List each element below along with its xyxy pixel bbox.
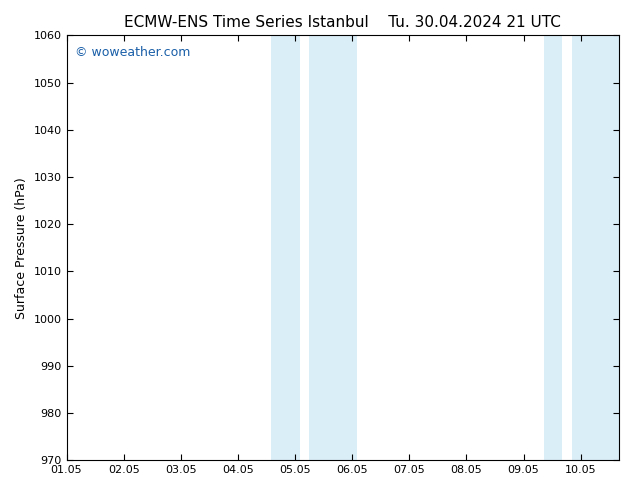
Title: ECMW-ENS Time Series Istanbul    Tu. 30.04.2024 21 UTC: ECMW-ENS Time Series Istanbul Tu. 30.04.… — [124, 15, 561, 30]
Bar — [572, 35, 619, 460]
Bar — [309, 35, 357, 460]
Bar — [271, 35, 300, 460]
Y-axis label: Surface Pressure (hPa): Surface Pressure (hPa) — [15, 177, 28, 318]
Bar — [543, 35, 562, 460]
Text: © woweather.com: © woweather.com — [75, 46, 190, 59]
